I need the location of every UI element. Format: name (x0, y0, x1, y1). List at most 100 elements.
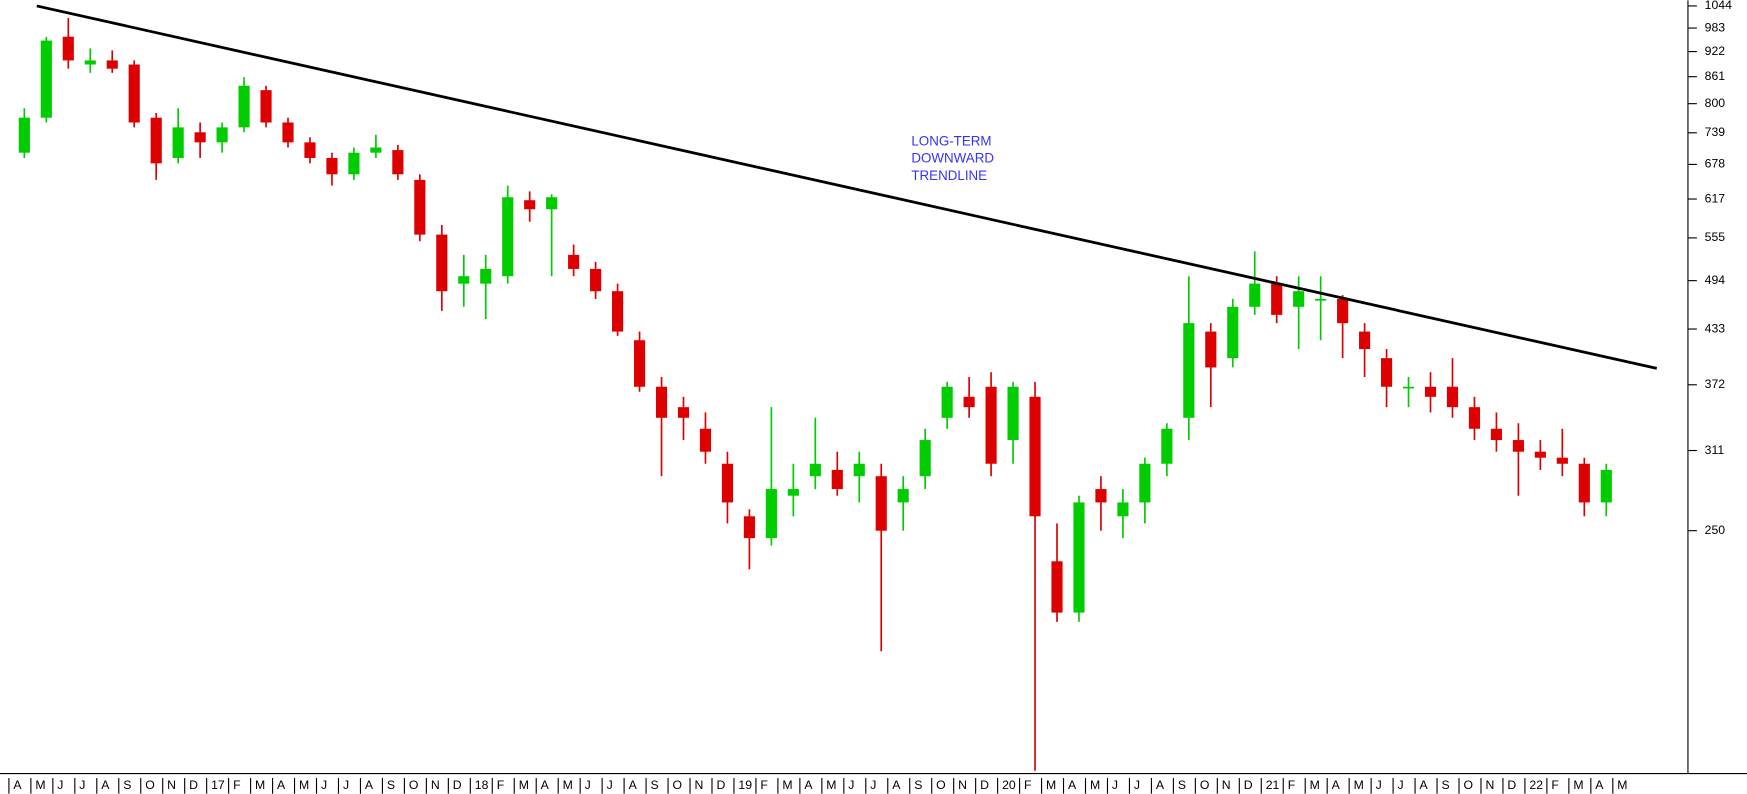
candle-body (612, 291, 624, 332)
candle-body (1161, 428, 1173, 464)
candle-body (568, 254, 580, 269)
candle-body (721, 463, 734, 503)
candle-body (853, 463, 865, 477)
x-tick-label: J (607, 778, 613, 792)
x-tick-label: S (651, 778, 659, 792)
x-tick-label: S (1441, 778, 1449, 792)
x-tick-label: O (145, 778, 155, 792)
y-tick-label: 372 (1705, 377, 1726, 391)
x-tick-label: M (1354, 778, 1364, 792)
x-tick-label: A (541, 778, 550, 792)
x-tick-label: F (1024, 778, 1031, 792)
y-tick-label: 617 (1705, 191, 1726, 205)
candle-body (1600, 469, 1612, 503)
x-tick-label: A (1420, 778, 1429, 792)
annotation: TRENDLINE (911, 168, 987, 183)
x-tick-label: J (1398, 778, 1404, 792)
x-tick-label: 21 (1266, 778, 1280, 792)
x-tick-label: J (1112, 778, 1118, 792)
x-tick-label: J (848, 778, 854, 792)
candle-body (897, 489, 909, 503)
candle-body (941, 386, 953, 418)
candle-body (1512, 440, 1524, 452)
x-tick-label: 18 (475, 778, 489, 792)
candle-body (546, 197, 558, 210)
candle-body (655, 386, 668, 418)
x-tick-label: S (123, 778, 131, 792)
candle-body (1315, 298, 1327, 301)
candle-body (194, 132, 206, 143)
candle-body (1073, 502, 1085, 613)
candle-body (1183, 323, 1195, 418)
candle-body (765, 489, 777, 539)
candle-body (106, 60, 118, 69)
candle-body (1249, 283, 1261, 307)
candle-body (1007, 386, 1019, 441)
candle-body (524, 200, 536, 210)
x-tick-label: M (563, 778, 573, 792)
candle-body (238, 85, 250, 128)
y-tick-label: 250 (1705, 523, 1726, 537)
x-tick-label: J (79, 778, 85, 792)
candle-body (1095, 489, 1107, 503)
candle-body (1402, 386, 1415, 389)
y-tick-label: 1044 (1705, 0, 1732, 12)
x-tick-label: N (167, 778, 176, 792)
candle-body (326, 157, 338, 175)
x-tick-label: 20 (1002, 778, 1016, 792)
candle-body (633, 340, 646, 387)
x-tick-label: J (585, 778, 591, 792)
x-tick-label: D (189, 778, 198, 792)
candle-body (40, 40, 52, 118)
y-tick-label: 555 (1705, 230, 1726, 244)
x-tick-label: N (1222, 778, 1231, 792)
candle-body (392, 150, 404, 175)
annotation: LONG-TERM (911, 133, 991, 148)
x-tick-label: A (629, 778, 638, 792)
candle-body (1117, 502, 1129, 517)
candle-body (1337, 298, 1349, 324)
candle-body (1205, 331, 1217, 368)
candle-body (1534, 451, 1546, 458)
x-tick-label: A (804, 778, 813, 792)
y-tick-label: 983 (1705, 20, 1726, 34)
candle-body (458, 276, 470, 284)
candle-body (875, 476, 887, 531)
x-tick-label: M (255, 778, 265, 792)
x-tick-label: A (13, 778, 22, 792)
candle-body (260, 90, 272, 123)
candle-body (304, 142, 316, 158)
candle-body (1139, 463, 1151, 503)
y-tick-label: 800 (1705, 96, 1726, 110)
candle-body (1380, 358, 1393, 387)
x-tick-label: O (409, 778, 419, 792)
candle-body (370, 147, 382, 153)
candle-body (677, 407, 690, 418)
x-tick-label: D (716, 778, 725, 792)
candle-body (282, 122, 294, 143)
y-tick-label: 311 (1705, 443, 1725, 457)
candle-body (1490, 428, 1502, 441)
x-tick-label: A (892, 778, 901, 792)
x-tick-label: O (673, 778, 683, 792)
x-tick-label: F (1288, 778, 1295, 792)
x-tick-label: D (453, 778, 462, 792)
x-tick-label: M (35, 778, 45, 792)
x-tick-label: D (1507, 778, 1516, 792)
x-tick-label: O (936, 778, 946, 792)
y-tick-label: 494 (1705, 273, 1726, 287)
x-tick-label: J (321, 778, 327, 792)
x-tick-label: F (233, 778, 240, 792)
x-tick-label: D (1244, 778, 1253, 792)
x-tick-label: A (1332, 778, 1341, 792)
candle-body (18, 117, 30, 153)
candle-body (62, 36, 74, 61)
x-tick-label: M (1617, 778, 1627, 792)
candle-body (1424, 386, 1437, 397)
x-tick-label: D (980, 778, 989, 792)
candle-body (699, 428, 712, 452)
candle-body (172, 127, 184, 158)
x-tick-label: M (1046, 778, 1056, 792)
candle-body (480, 268, 492, 284)
